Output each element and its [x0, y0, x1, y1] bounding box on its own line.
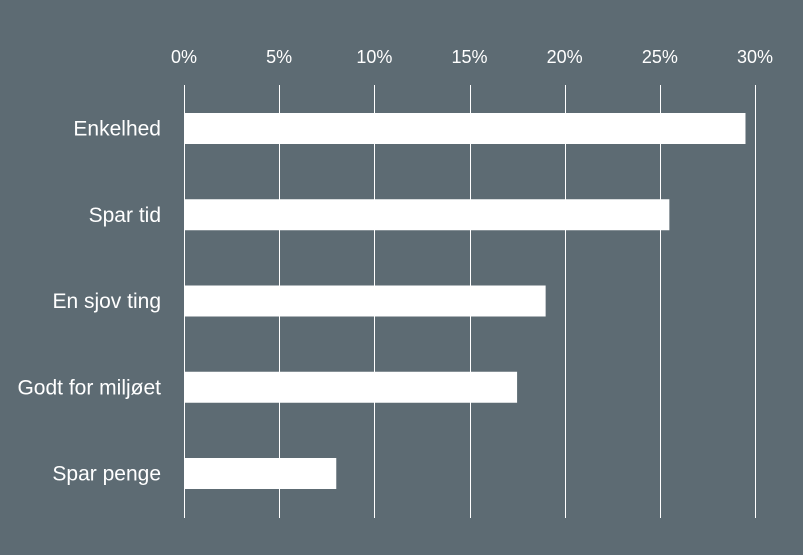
- x-tick-labels: 0% 5% 10% 15% 20% 25% 30%: [171, 47, 773, 67]
- category-label: Spar penge: [52, 463, 161, 486]
- bar: [184, 285, 546, 317]
- bars: [184, 113, 746, 489]
- category-label: Spar tid: [89, 204, 161, 227]
- x-tick-label: 5%: [266, 47, 292, 67]
- x-tick-label: 30%: [737, 47, 773, 67]
- x-tick-label: 15%: [451, 47, 487, 67]
- category-label: Godt for miljøet: [17, 376, 161, 399]
- bar: [184, 113, 746, 144]
- x-tick-label: 20%: [547, 47, 583, 67]
- bar: [184, 371, 518, 403]
- category-label: En sjov ting: [52, 290, 161, 313]
- x-tick-label: 25%: [642, 47, 678, 67]
- x-tick-label: 10%: [356, 47, 392, 67]
- bar: [184, 458, 337, 489]
- bar: [184, 199, 670, 231]
- category-labels: Enkelhed Spar tid En sjov ting Godt for mil…: [17, 118, 161, 486]
- x-tick-label: 0%: [171, 47, 197, 67]
- category-label: Enkelhed: [73, 118, 161, 141]
